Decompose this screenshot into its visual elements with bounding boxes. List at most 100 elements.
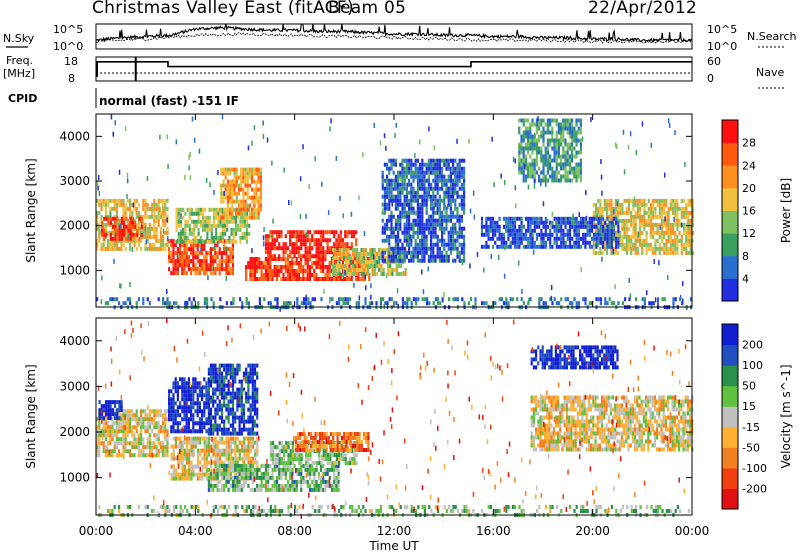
xtick-label-1: 04:00: [178, 524, 213, 538]
velocity-colorbar-seg-2: [722, 447, 738, 469]
velocity-region-3: [207, 363, 259, 436]
xtick-label-5: 20:00: [575, 524, 610, 538]
frequency-left-label: Freq.: [6, 54, 33, 67]
frequency-frame: [95, 56, 693, 82]
station-title: Christmas Valley East (fitACF): [92, 0, 354, 18]
xtick-label-2: 08:00: [277, 524, 312, 538]
nave-right-label: Nave: [756, 66, 784, 79]
frequency-left-unit: [MHz]: [3, 67, 35, 80]
power-colorbar: 4 8 12 16 20 24 28 Power [dB]: [721, 119, 793, 302]
noise-frame: [95, 23, 693, 50]
power-colorbar-tick-1: 8: [742, 250, 749, 263]
power-ytick-label-1: 2000: [59, 219, 90, 233]
velocity-region-9: [530, 395, 694, 452]
frequency-panel: Freq.[MHz] 18 8 60 0 Nave: [3, 54, 786, 89]
power-colorbar-seg-3: [722, 210, 738, 234]
power-colorbar-seg-4: [722, 187, 738, 211]
cpid-text: normal (fast) -151 IF: [99, 94, 239, 108]
cpid-panel: CPID normal (fast) -151 IF: [8, 88, 239, 108]
velocity-colorbar-tick-3: -15: [742, 421, 760, 434]
noise-left-tick-top: 10^5: [53, 23, 83, 36]
power-colorbar-frame: [721, 119, 739, 302]
velocity-ytick-label-1: 2000: [59, 425, 90, 439]
power-colorbar-seg-6: [722, 142, 738, 166]
velocity-colorbar-tick-5: 50: [742, 380, 756, 393]
date-label: 22/Apr/2012: [588, 0, 698, 18]
power-colorbar-tick-4: 20: [742, 182, 756, 195]
velocity-region-7: [294, 432, 370, 452]
power-ytick-label-3: 4000: [59, 129, 90, 143]
velocity-colorbar-tick-1: -100: [742, 462, 767, 475]
power-colorbar-tick-6: 28: [742, 137, 756, 150]
velocity-ytick-label-0: 1000: [59, 471, 90, 485]
power-ytick-label-0: 1000: [59, 263, 90, 277]
velocity-colorbar-tick-0: -200: [742, 482, 767, 495]
velocity-ylabel: Slant Range [km]: [24, 364, 38, 468]
velocity-colorbar-seg-0: [722, 488, 738, 510]
power-region-2: [168, 239, 234, 276]
power-region-0: [96, 198, 169, 251]
velocity-colorbar-tick-6: 100: [742, 359, 763, 372]
noise-left-tick-bottom: 10^0: [53, 40, 83, 53]
noise-left-label: N.Sky: [3, 32, 35, 45]
xtick-label-0: 00:00: [79, 524, 114, 538]
power-panel: 1000 2000 3000 4000 Slant Range [km] 4 8 12 16 20…: [24, 113, 793, 312]
power-colorbar-seg-2: [722, 233, 738, 257]
velocity-colorbar-label: Velocity [m s^-1]: [779, 364, 793, 468]
velocity-panel: 1000 2000 3000 4000 Slant Range [km] -200 -100…: [24, 317, 793, 519]
velocity-colorbar-tick-7: 200: [742, 339, 763, 352]
power-region-11: [480, 216, 620, 249]
velocity-colorbar-seg-5: [722, 385, 738, 407]
power-colorbar-tick-3: 16: [742, 205, 756, 218]
noise-right-tick-top: 10^5: [707, 23, 737, 36]
frequency-left-tick-bottom: 8: [68, 72, 75, 85]
xtick-label-6: 00:00: [675, 524, 710, 538]
velocity-colorbar-tick-4: 15: [742, 400, 756, 413]
power-region-7: [331, 248, 407, 276]
velocity-region-8: [530, 345, 619, 370]
power-scatter: [96, 114, 689, 312]
velocity-region-5: [207, 463, 340, 492]
velocity-colorbar-frame: [721, 323, 739, 510]
noise-right-label: N.Search: [747, 30, 797, 43]
power-colorbar-tick-2: 12: [742, 227, 756, 240]
velocity-colorbar-tick-2: -50: [742, 441, 760, 454]
power-colorbar-seg-1: [722, 255, 738, 279]
power-region-4: [220, 167, 262, 220]
frequency-left-tick-top: 18: [64, 55, 78, 68]
noise-right-tick-bottom: 10^0: [707, 40, 737, 53]
velocity-colorbar-seg-8: [722, 324, 738, 346]
power-ytick-label-2: 3000: [59, 174, 90, 188]
power-colorbar-tick-5: 24: [742, 159, 756, 172]
power-colorbar-tick-0: 4: [742, 272, 749, 285]
noise-series-search: [95, 32, 691, 44]
power-colorbar-seg-7: [722, 120, 738, 144]
power-colorbar-seg-5: [722, 165, 738, 189]
noise-series-sky: [96, 23, 692, 44]
power-region-9: [518, 118, 582, 183]
power-ylabel: Slant Range [km]: [24, 158, 38, 262]
nave-right-tick-bottom: 0: [707, 72, 714, 85]
velocity-colorbar: -200 -100 -50 -15 15 50 100 200 Velocity [m s^-1…: [721, 323, 793, 510]
frequency-series: [96, 60, 692, 77]
velocity-colorbar-seg-6: [722, 365, 738, 387]
xaxis-label: Time UT: [368, 539, 419, 553]
beam-label: Beam 05: [328, 0, 407, 18]
nave-right-tick-top: 60: [707, 55, 721, 68]
velocity-region-2: [168, 377, 210, 434]
velocity-colorbar-seg-4: [722, 406, 738, 428]
power-region-1: [101, 216, 143, 241]
velocity-scatter: [96, 318, 690, 519]
velocity-ytick-label-3: 4000: [59, 334, 90, 348]
noise-panel: N.Sky N.Search 10^5 10^0 10^5 10^0: [3, 23, 797, 53]
velocity-colorbar-seg-1: [722, 467, 738, 489]
power-colorbar-seg-0: [722, 278, 738, 302]
velocity-ytick-label-2: 3000: [59, 379, 90, 393]
cpid-label: CPID: [8, 92, 37, 105]
power-colorbar-label: Power [dB]: [779, 178, 793, 243]
velocity-colorbar-seg-3: [722, 426, 738, 448]
xtick-label-3: 12:00: [377, 524, 412, 538]
time-axis: 00:00 04:00 08:00 12:00 16:00 20:00 00:00 Time …: [79, 114, 710, 553]
xtick-label-4: 16:00: [476, 524, 511, 538]
